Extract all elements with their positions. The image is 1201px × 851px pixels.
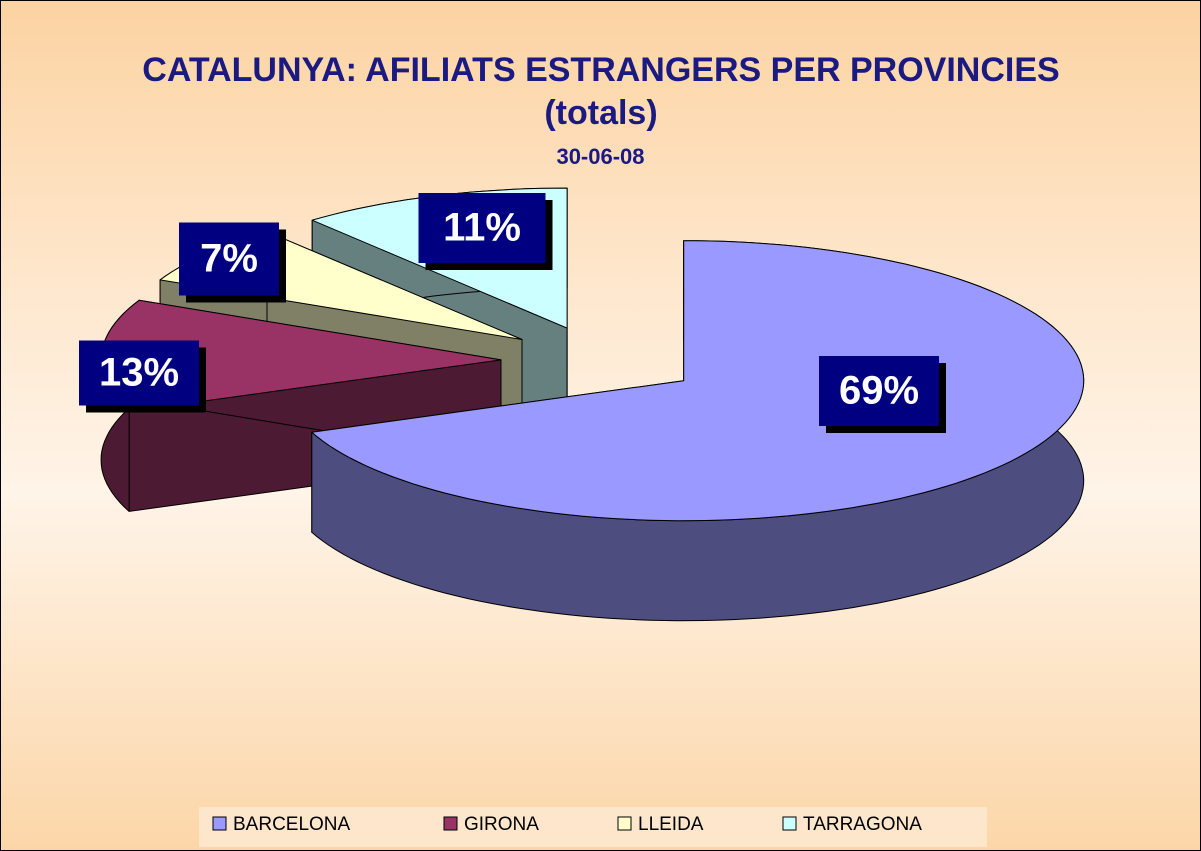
legend-label: BARCELONA	[233, 814, 351, 835]
label-box	[418, 193, 546, 263]
legend-swatch	[212, 816, 227, 831]
label-box	[819, 356, 939, 426]
chart-title: CATALUNYA: AFILIATS ESTRANGERS PER PROVI…	[142, 51, 1060, 132]
legend-swatch	[782, 816, 797, 831]
slice-top	[311, 240, 1085, 522]
legend-label: GIRONA	[464, 814, 539, 835]
legend-label: LLEIDA	[638, 814, 704, 835]
label-box	[179, 222, 279, 296]
legend-swatch	[443, 816, 458, 831]
data-label: 11%	[443, 206, 521, 250]
chart-subtitle: 30-06-08	[556, 144, 645, 169]
legend-box	[199, 807, 987, 847]
legend-swatch	[617, 816, 632, 831]
data-label: 69%	[839, 369, 919, 413]
slice	[311, 240, 1085, 622]
data-label: 13%	[99, 351, 179, 395]
label-box	[79, 340, 199, 406]
legend-label: TARRAGONA	[803, 814, 922, 835]
data-label: 7%	[200, 237, 258, 281]
